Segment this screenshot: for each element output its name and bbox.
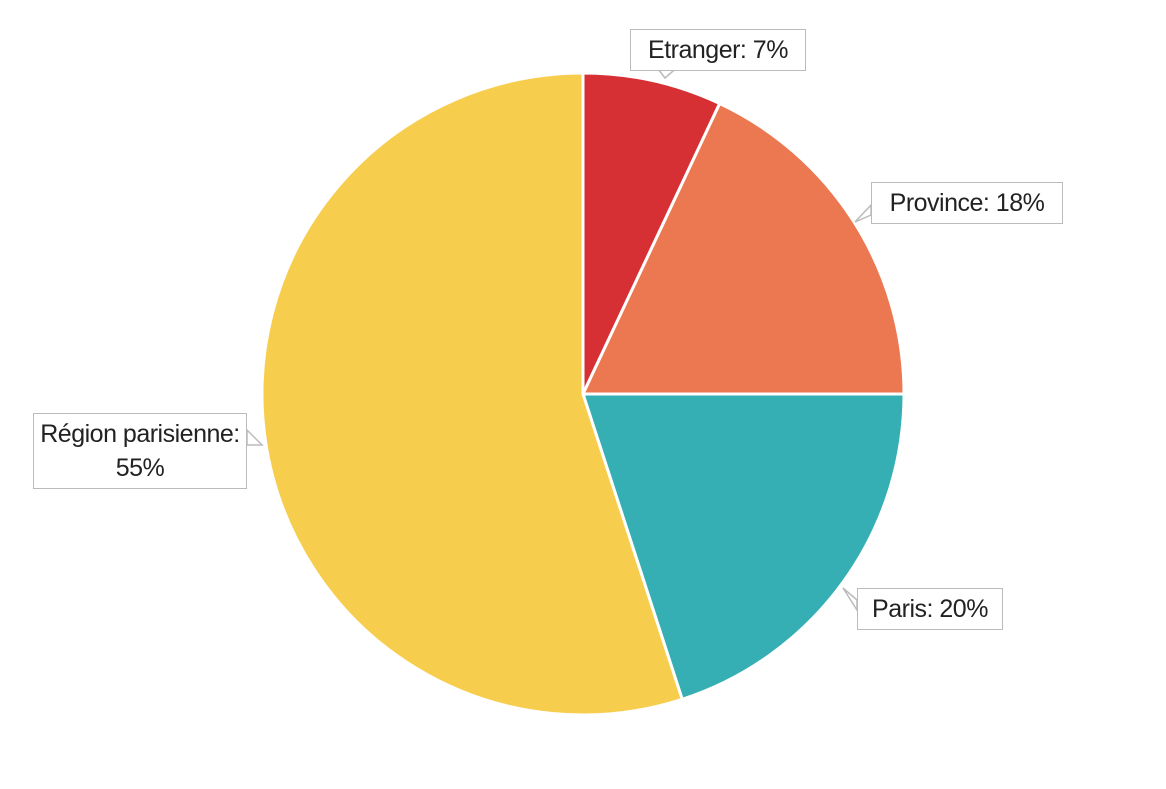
- label-pointer: [842, 587, 858, 613]
- pie-slice: [260, 71, 685, 717]
- data-label: Etranger: 7%: [630, 29, 806, 71]
- pie-slice: [580, 392, 906, 702]
- label-pointer: [246, 428, 264, 446]
- data-label: Région parisienne: 55%: [33, 413, 247, 489]
- pie-slice: [580, 101, 906, 396]
- pie-slice: [581, 71, 722, 395]
- data-label: Paris: 20%: [857, 588, 1003, 630]
- data-label: Province: 18%: [871, 182, 1063, 224]
- label-pointer: [854, 203, 872, 223]
